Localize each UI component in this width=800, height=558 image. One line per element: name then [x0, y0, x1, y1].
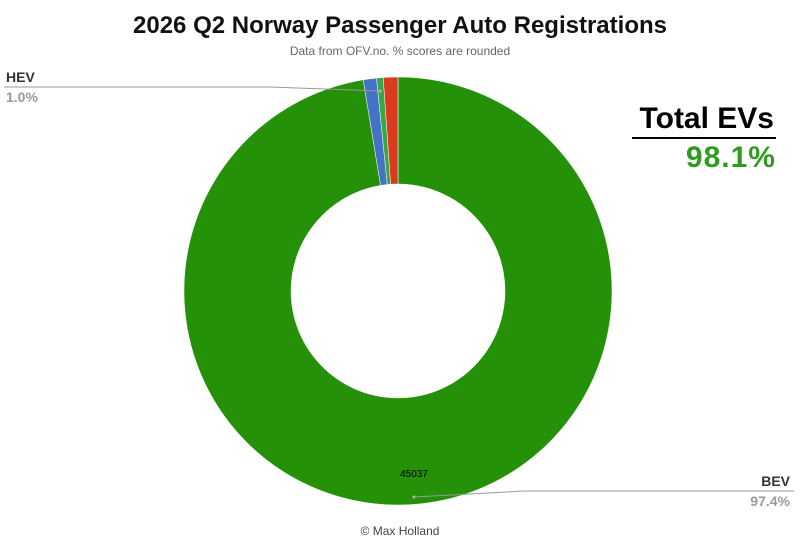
donut-slice-other-3: [382, 76, 399, 185]
copyright-footer: © Max Holland: [360, 524, 440, 538]
bev-slice-label: BEV: [761, 473, 790, 489]
hev-slice-label: HEV: [6, 69, 35, 85]
bev-leader-line: [413, 490, 794, 498]
total-evs-label: Total EVs: [631, 102, 776, 139]
chart-title: 2026 Q2 Norway Passenger Auto Registrati…: [133, 12, 667, 39]
bev-slice-value: 45037: [400, 469, 428, 480]
total-evs-value: 98.1%: [685, 141, 776, 174]
total-evs-callout: Total EVs 98.1%: [631, 102, 776, 177]
chart-subtitle: Data from OFV.no. % scores are rounded: [289, 44, 511, 58]
hev-leader-line: [4, 86, 381, 92]
bev-slice-percent: 97.4%: [750, 493, 790, 509]
hev-slice-percent: 1.0%: [6, 89, 38, 105]
donut-slice-bev: [183, 76, 613, 506]
